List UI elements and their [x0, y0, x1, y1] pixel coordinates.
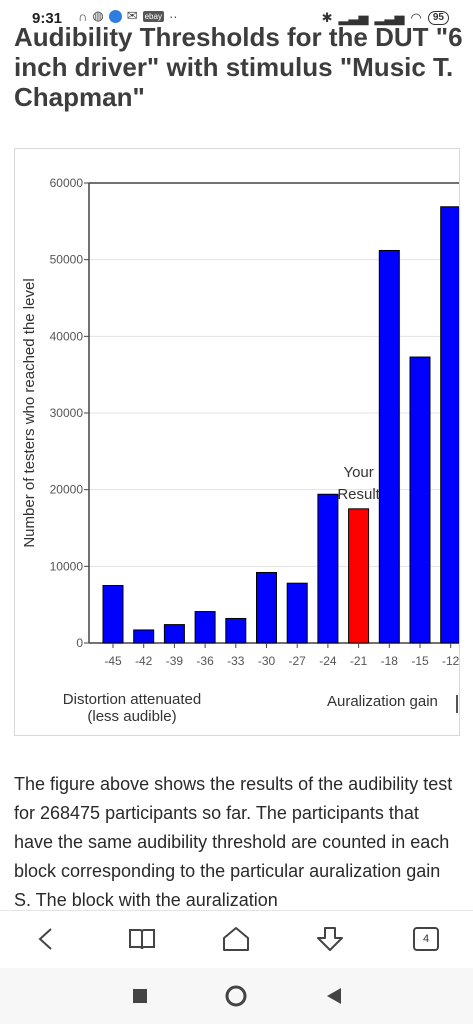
reader-button[interactable] — [124, 921, 160, 957]
bar — [409, 356, 431, 644]
bar — [163, 624, 185, 644]
ebay-icon: ebay — [142, 10, 164, 22]
y-axis-label: Number of testers who reached the level — [21, 278, 38, 547]
download-icon — [317, 927, 343, 951]
app-icon: ◍ — [92, 8, 104, 23]
x-tick-label: -15 — [411, 654, 429, 668]
bar — [286, 582, 308, 644]
home-circle-icon — [225, 985, 247, 1007]
battery-icon: 95 — [427, 11, 449, 25]
y-tick-label: 0 — [76, 636, 83, 650]
footer-left-line2: (less audible) — [87, 708, 177, 725]
headphones-icon: ∩ — [78, 8, 88, 24]
tabs-icon: 4 — [413, 927, 439, 951]
footer-right-marker — [456, 695, 458, 713]
footer-right-label: Auralization gain — [327, 693, 438, 710]
y-tick-label: 30000 — [50, 406, 84, 420]
y-tick-label: 50000 — [50, 253, 84, 267]
footer-left-line1: Distortion attenuated — [62, 691, 202, 708]
system-home-button[interactable] — [222, 982, 250, 1010]
x-tick-label: -36 — [196, 654, 214, 668]
system-back-button[interactable] — [320, 982, 348, 1010]
bar — [225, 617, 247, 644]
back-triangle-icon — [327, 988, 341, 1004]
status-bar: 9:31 ∩ ◍ ✉ ebay ·· ✱ ▂▃▅ ▂▃▅ ◠ 95 — [0, 0, 473, 36]
annotation-line2: Result — [337, 486, 380, 503]
tabs-button[interactable]: 4 — [408, 921, 444, 957]
x-tick-label: -12 — [442, 654, 459, 668]
back-button[interactable] — [28, 921, 64, 957]
home-icon — [223, 927, 249, 951]
bar-highlight — [348, 508, 370, 644]
download-button[interactable] — [312, 921, 348, 957]
x-tick-label: -42 — [135, 654, 153, 668]
y-tick-label: 20000 — [50, 483, 84, 497]
annotation-line1: Your — [343, 464, 373, 481]
system-icons: ✱ ▂▃▅ ▂▃▅ ◠ 95 — [322, 10, 449, 26]
bar — [102, 585, 124, 644]
bar — [378, 249, 400, 644]
bluetooth-icon: ✱ — [321, 10, 333, 25]
x-tick-label: -30 — [258, 654, 276, 668]
x-tick-label: -21 — [350, 654, 368, 668]
y-tick-label: 40000 — [50, 329, 84, 343]
y-tick-label: 10000 — [50, 559, 84, 573]
y-tick-label: 60000 — [50, 176, 84, 190]
status-time: 9:31 — [32, 10, 63, 27]
signal-icon: ▂▃▅ — [338, 10, 369, 25]
blue-app-icon — [108, 9, 122, 23]
bar-chart: 0 10000 20000 30000 40000 50000 60000 -45 -42 -39… — [21, 176, 459, 668]
back-icon — [38, 928, 52, 950]
wifi-icon: ◠ — [410, 10, 422, 25]
recents-button[interactable] — [126, 982, 154, 1010]
x-tick-label: -18 — [381, 654, 399, 668]
bar — [133, 629, 155, 644]
chart-card: 0 10000 20000 30000 40000 50000 60000 -45 -42 -39… — [14, 148, 460, 736]
x-tick-label: -39 — [166, 654, 184, 668]
mail-icon: ✉ — [126, 8, 138, 23]
page-title: Audibility Thresholds for the DUT "6 inc… — [14, 22, 463, 112]
x-tick-label: -33 — [227, 654, 245, 668]
x-tick-label: -24 — [319, 654, 337, 668]
browser-toolbar: 4 — [0, 910, 473, 969]
reader-icon — [129, 929, 155, 950]
system-navigation-bar — [0, 968, 473, 1024]
signal-2-icon: ▂▃▅ — [374, 10, 405, 25]
bar — [256, 571, 277, 644]
bar — [440, 206, 459, 644]
x-tick-label: -27 — [289, 654, 307, 668]
home-button[interactable] — [218, 921, 254, 957]
bar — [317, 493, 339, 644]
description-paragraph: The figure above shows the results of th… — [14, 774, 453, 908]
bar — [194, 611, 216, 644]
x-tick-label: -45 — [104, 654, 122, 668]
notification-icons: ∩ ◍ ✉ ebay ·· — [78, 8, 178, 24]
footer-left-label: Distortion attenuated (less audible) — [37, 691, 227, 725]
recents-icon — [133, 989, 147, 1003]
more-notifications-icon: ·· — [168, 8, 178, 24]
